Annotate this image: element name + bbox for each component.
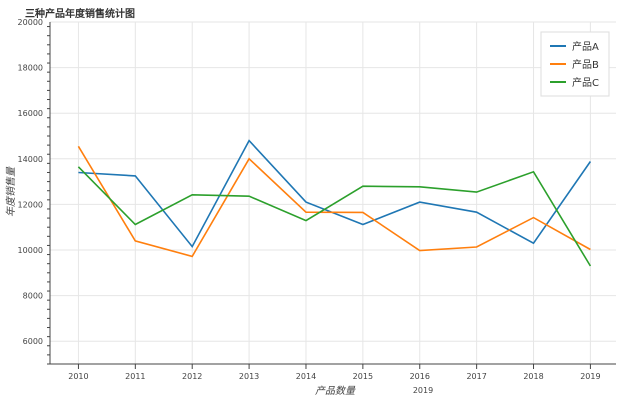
x-tick-label-6: 2016 [410,372,430,381]
y-tick-label-5: 16000 [18,109,43,118]
series-line-1 [77,145,591,258]
x-tick-label-9: 2019 [580,372,600,381]
y-tick-label-2: 10000 [18,246,43,255]
x-tick-label-8: 2018 [523,372,543,381]
x-tick-label-2: 2012 [182,372,202,381]
series-lines [77,139,592,267]
series-line-0 [78,139,592,249]
x-axis-title: 产品数量 [315,385,356,397]
x-tick-label-1: 2011 [125,372,145,381]
legend[interactable]: 产品A 产品B 产品C [540,31,610,97]
x-tick-label-4: 2014 [296,372,316,381]
y-axis-title: 年度销售量 [5,166,17,217]
y-tick-label-6: 18000 [18,64,43,73]
x-tick-label-3: 2013 [239,372,259,381]
legend-label-0[interactable]: 产品A [572,40,599,53]
x-tick-label-0: 2010 [68,372,88,381]
axes: 6000 8000 10000 12000 14000 16000 18000 20000 20… [18,18,616,381]
y-tick-label-0: 6000 [23,337,43,346]
x-extra-label: 2019 [413,386,433,395]
y-tick-label-4: 14000 [18,155,43,164]
series-line-2 [77,166,592,267]
x-tick-label-7: 2017 [466,372,486,381]
grid [50,21,616,364]
legend-label-2[interactable]: 产品C [572,76,599,89]
x-tick-label-5: 2015 [353,372,373,381]
y-tick-label-1: 8000 [23,292,43,301]
chart-title: 三种产品年度销售统计图 [25,7,135,20]
legend-label-1[interactable]: 产品B [572,58,599,71]
y-tick-label-7: 20000 [18,18,43,27]
y-tick-label-3: 12000 [18,200,43,209]
